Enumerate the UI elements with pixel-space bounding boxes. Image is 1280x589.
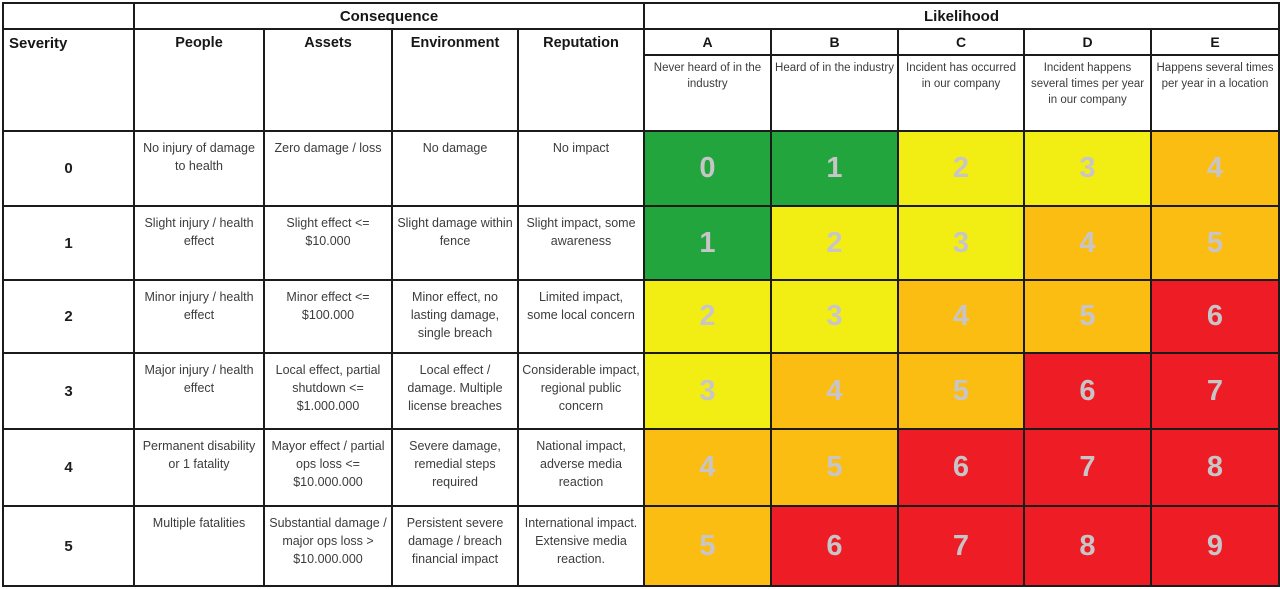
risk-cell: 3 bbox=[899, 207, 1025, 281]
reputation-cell: Slight impact, some awareness bbox=[519, 207, 645, 281]
people-cell: Slight injury / health effect bbox=[135, 207, 265, 281]
environment-cell: No damage bbox=[393, 132, 519, 207]
severity-value: 1 bbox=[4, 207, 135, 281]
risk-cell: 6 bbox=[1025, 354, 1152, 430]
assets-cell: Minor effect <= $100.000 bbox=[265, 281, 393, 354]
risk-cell: 4 bbox=[1025, 207, 1152, 281]
reputation-cell: No impact bbox=[519, 132, 645, 207]
people-cell: Major injury / health effect bbox=[135, 354, 265, 430]
risk-cell: 3 bbox=[772, 281, 899, 354]
people-cell: Permanent disability or 1 fatality bbox=[135, 430, 265, 507]
reputation-column-header: Reputation bbox=[519, 30, 645, 132]
risk-cell: 5 bbox=[899, 354, 1025, 430]
assets-cell: Zero damage / loss bbox=[265, 132, 393, 207]
likelihood-col-e-description: Happens several times per year in a loca… bbox=[1152, 56, 1280, 132]
risk-cell: 4 bbox=[645, 430, 772, 507]
likelihood-col-b-letter: B bbox=[772, 30, 899, 56]
severity-column-header: Severity bbox=[4, 30, 135, 132]
risk-cell: 8 bbox=[1152, 430, 1280, 507]
risk-cell: 2 bbox=[772, 207, 899, 281]
risk-cell: 1 bbox=[645, 207, 772, 281]
people-cell: No injury of damage to health bbox=[135, 132, 265, 207]
reputation-cell: Considerable impact, regional public con… bbox=[519, 354, 645, 430]
risk-cell: 0 bbox=[645, 132, 772, 207]
risk-cell: 6 bbox=[1152, 281, 1280, 354]
reputation-cell: Limited impact, some local concern bbox=[519, 281, 645, 354]
severity-value: 2 bbox=[4, 281, 135, 354]
likelihood-col-e-letter: E bbox=[1152, 30, 1280, 56]
top-left-spacer-cell bbox=[4, 4, 135, 30]
risk-cell: 6 bbox=[772, 507, 899, 587]
risk-cell: 4 bbox=[1152, 132, 1280, 207]
risk-cell: 4 bbox=[772, 354, 899, 430]
people-column-header: People bbox=[135, 30, 265, 132]
environment-cell: Persistent severe damage / breach financ… bbox=[393, 507, 519, 587]
people-cell: Multiple fatalities bbox=[135, 507, 265, 587]
severity-value: 4 bbox=[4, 430, 135, 507]
likelihood-col-d-letter: D bbox=[1025, 30, 1152, 56]
environment-cell: Local effect / damage. Multiple license … bbox=[393, 354, 519, 430]
environment-cell: Minor effect, no lasting damage, single … bbox=[393, 281, 519, 354]
risk-cell: 7 bbox=[899, 507, 1025, 587]
risk-cell: 3 bbox=[1025, 132, 1152, 207]
likelihood-col-d-description: Incident happens several times per year … bbox=[1025, 56, 1152, 132]
reputation-cell: National impact, adverse media reaction bbox=[519, 430, 645, 507]
risk-cell: 2 bbox=[899, 132, 1025, 207]
likelihood-col-a-letter: A bbox=[645, 30, 772, 56]
likelihood-col-c-description: Incident has occurred in our company bbox=[899, 56, 1025, 132]
risk-cell: 6 bbox=[899, 430, 1025, 507]
severity-value: 3 bbox=[4, 354, 135, 430]
risk-cell: 3 bbox=[645, 354, 772, 430]
environment-column-header: Environment bbox=[393, 30, 519, 132]
assets-cell: Mayor effect / partial ops loss <= $10.0… bbox=[265, 430, 393, 507]
risk-cell: 8 bbox=[1025, 507, 1152, 587]
risk-cell: 5 bbox=[1025, 281, 1152, 354]
likelihood-col-b-description: Heard of in the industry bbox=[772, 56, 899, 132]
environment-cell: Slight damage within fence bbox=[393, 207, 519, 281]
assets-cell: Slight effect <= $10.000 bbox=[265, 207, 393, 281]
risk-cell: 1 bbox=[772, 132, 899, 207]
assets-column-header: Assets bbox=[265, 30, 393, 132]
risk-cell: 5 bbox=[772, 430, 899, 507]
assets-cell: Local effect, partial shutdown <= $1.000… bbox=[265, 354, 393, 430]
reputation-cell: International impact. Extensive media re… bbox=[519, 507, 645, 587]
severity-value: 0 bbox=[4, 132, 135, 207]
severity-value: 5 bbox=[4, 507, 135, 587]
people-cell: Minor injury / health effect bbox=[135, 281, 265, 354]
likelihood-col-c-letter: C bbox=[899, 30, 1025, 56]
risk-cell: 7 bbox=[1152, 354, 1280, 430]
risk-cell: 5 bbox=[1152, 207, 1280, 281]
risk-cell: 2 bbox=[645, 281, 772, 354]
risk-cell: 9 bbox=[1152, 507, 1280, 587]
likelihood-group-header: Likelihood bbox=[645, 4, 1280, 30]
assets-cell: Substantial damage / major ops loss > $1… bbox=[265, 507, 393, 587]
consequence-group-header: Consequence bbox=[135, 4, 645, 30]
likelihood-col-a-description: Never heard of in the industry bbox=[645, 56, 772, 132]
risk-cell: 7 bbox=[1025, 430, 1152, 507]
risk-cell: 4 bbox=[899, 281, 1025, 354]
risk-cell: 5 bbox=[645, 507, 772, 587]
environment-cell: Severe damage, remedial steps required bbox=[393, 430, 519, 507]
